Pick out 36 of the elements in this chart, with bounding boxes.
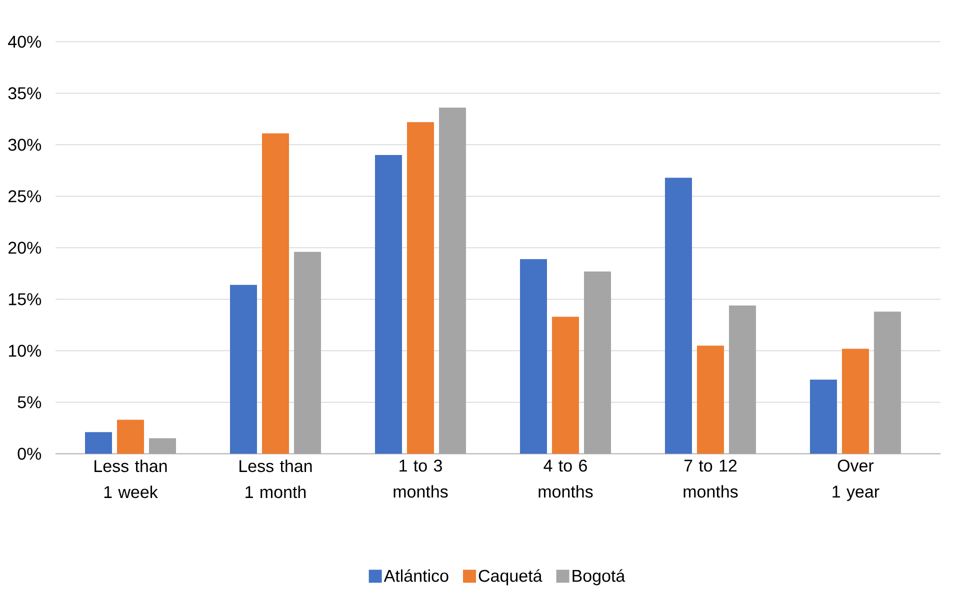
x-tick-label: Less than 1 month <box>240 460 312 498</box>
bar <box>874 312 901 454</box>
y-tick-label: 5% <box>18 396 42 408</box>
bar <box>294 252 321 454</box>
legend-label: Bogotá <box>572 569 626 586</box>
y-tick-label: 10% <box>8 344 42 357</box>
bar <box>438 108 466 454</box>
bar <box>262 133 289 454</box>
bar <box>85 432 112 454</box>
x-tick-label: Over 1 year <box>832 460 880 502</box>
bar <box>230 284 257 454</box>
bar <box>406 122 434 454</box>
x-tick-label: 7 to 12 months <box>684 460 738 498</box>
legend-label: Atlántico <box>384 569 448 582</box>
y-tick-label: 35% <box>8 87 42 100</box>
x-tick-label: 4 to 6 months <box>538 460 593 498</box>
legend-label: Caquetá <box>478 569 542 586</box>
bar <box>842 348 869 454</box>
x-tick-label: 1 to 3 months <box>394 460 448 498</box>
bar <box>810 380 837 454</box>
y-tick-label: 30% <box>8 138 42 151</box>
bar <box>149 438 176 454</box>
bar <box>728 305 756 454</box>
y-tick-label: 0% <box>18 448 42 460</box>
y-tick-label: 20% <box>8 242 42 254</box>
bar <box>520 259 547 454</box>
bar <box>117 420 144 454</box>
bar <box>552 316 579 454</box>
y-tick-label: 40% <box>8 36 42 48</box>
bar <box>584 271 611 454</box>
y-tick-label: 25% <box>8 190 42 202</box>
x-tick-label: Less than 1 week <box>94 460 167 498</box>
bar <box>664 178 692 454</box>
bar <box>696 346 724 454</box>
bar <box>374 155 402 454</box>
y-tick-label: 15% <box>8 293 42 306</box>
